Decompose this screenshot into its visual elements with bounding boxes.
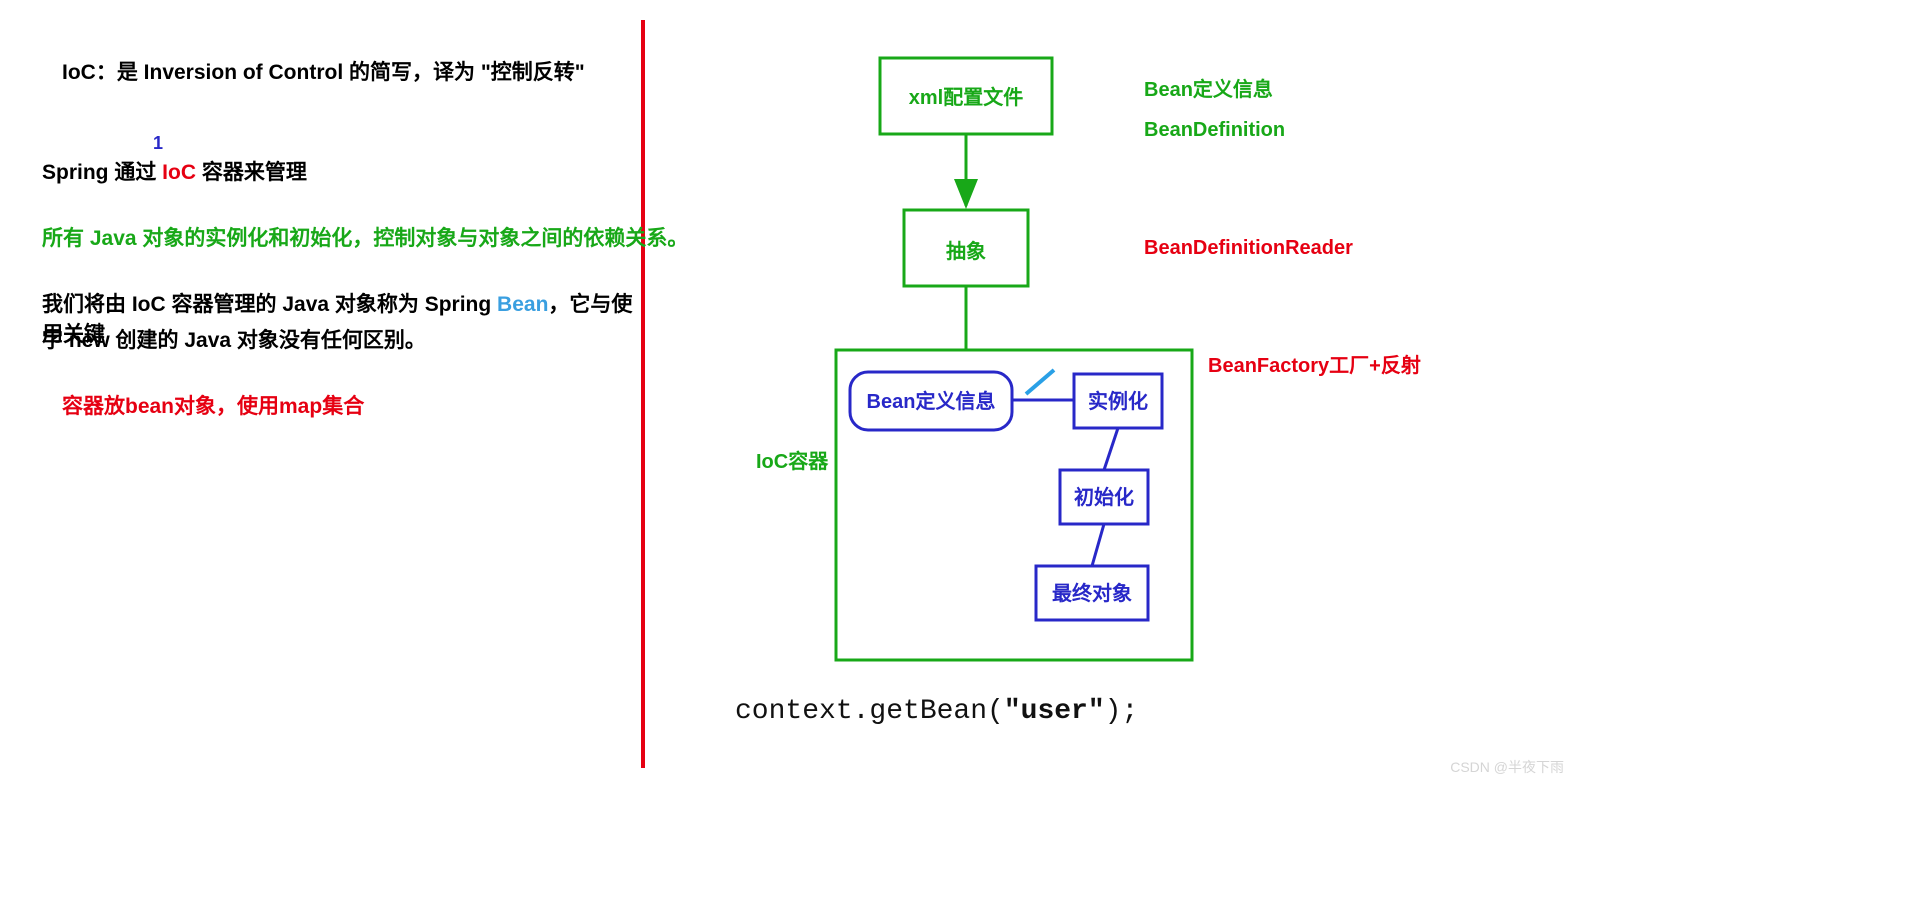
watermark: CSDN @半夜下雨 [1450, 757, 1564, 777]
right-reader: BeanDefinitionReader [1144, 237, 1353, 259]
ioc-container-label: IoC容器 [756, 449, 829, 473]
ioc-diagram: xml配置文件 抽象 Bean定义信息 实例化 初始化 最终对象 IoC容器 B… [0, 0, 1919, 917]
xml-box-label: xml配置文件 [909, 85, 1023, 109]
right-bean-def-info: Bean定义信息 [1144, 77, 1273, 101]
code-pre: context.getBean( [735, 696, 1004, 727]
instantiate-box-label: 实例化 [1088, 389, 1148, 413]
conn-init-final [1092, 524, 1104, 566]
code-line: context.getBean("user"); [735, 696, 1138, 727]
cyan-tick [1026, 370, 1054, 394]
conn-inst-init [1104, 428, 1118, 470]
abstract-box-label: 抽象 [946, 239, 986, 263]
final-box-label: 最终对象 [1052, 581, 1132, 605]
code-post: ); [1105, 696, 1139, 727]
code-arg: "user" [1004, 696, 1105, 727]
right-bean-definition: BeanDefinition [1144, 119, 1285, 141]
init-box-label: 初始化 [1074, 485, 1134, 509]
right-factory: BeanFactory工厂+反射 [1208, 353, 1421, 377]
beandef-box-label: Bean定义信息 [867, 389, 996, 413]
